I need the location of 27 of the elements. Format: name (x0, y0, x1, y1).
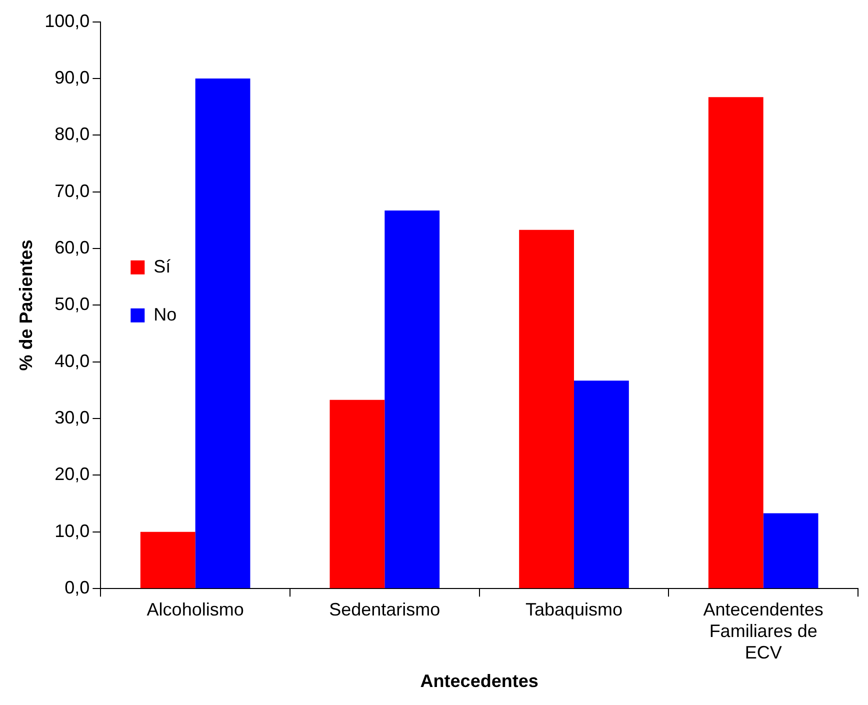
x-axis-title: Antecedentes (420, 671, 538, 692)
x-tick-label: Tabaquismo (525, 599, 623, 620)
y-tick-label: 70,0 (54, 180, 90, 201)
bar (195, 78, 250, 588)
x-tick-label: Antecendentes Familiares de ECV (703, 599, 824, 663)
bar (574, 380, 629, 588)
legend-label: Sí (154, 256, 171, 276)
y-tick-label: 100,0 (44, 10, 90, 31)
y-tick-label: 20,0 (54, 464, 90, 484)
y-tick-label: 40,0 (54, 350, 90, 371)
bar (330, 400, 385, 588)
y-tick-label: 10,0 (54, 520, 90, 541)
bar (519, 230, 574, 588)
y-axis-title: % de Pacientes (16, 240, 36, 371)
y-tick-label: 60,0 (54, 237, 90, 258)
bar (763, 513, 818, 588)
x-tick-label: Alcoholismo (146, 599, 244, 620)
y-tick-label: 50,0 (54, 294, 90, 314)
y-tick-label: 0,0 (64, 578, 90, 598)
x-tick-label: Sedentarismo (329, 599, 440, 620)
legend-label: No (154, 304, 177, 324)
bar (384, 210, 440, 588)
y-tick-label: 90,0 (54, 67, 90, 88)
bar (708, 97, 764, 588)
bar (140, 532, 196, 588)
y-tick-label: 80,0 (54, 124, 90, 144)
y-tick-label: 30,0 (54, 408, 90, 428)
